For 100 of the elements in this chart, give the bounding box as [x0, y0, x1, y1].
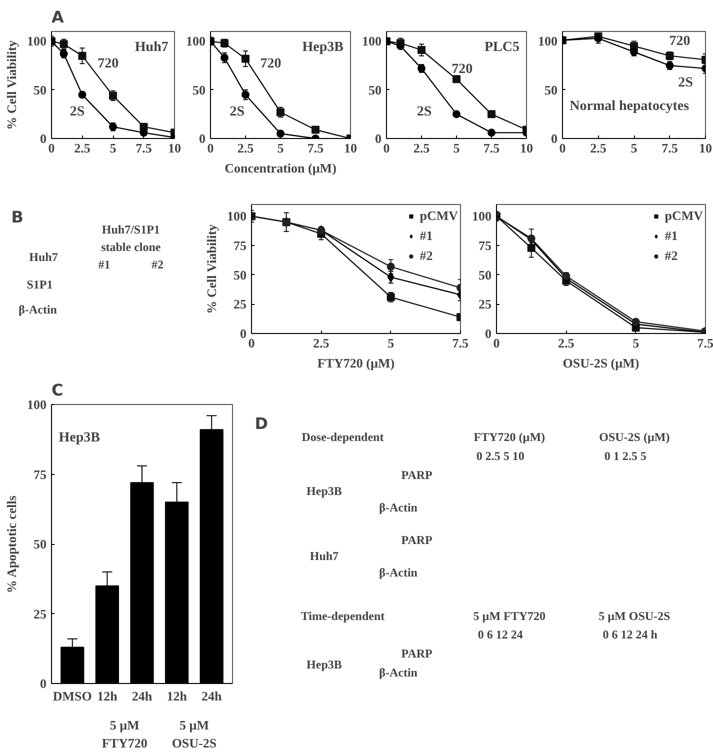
- x-tick-label: 2.5: [590, 140, 607, 156]
- text: β-Actin: [18, 302, 58, 317]
- x-tick-label: 24h: [132, 688, 153, 704]
- x-tick-label: 7.5: [452, 336, 469, 350]
- point: [527, 244, 536, 252]
- text: #1: [98, 258, 110, 272]
- y-tick-label: 100: [472, 208, 492, 224]
- y-tick-label: 0: [485, 326, 492, 341]
- annotation: PLC5: [484, 40, 520, 56]
- x-tick-label: 10: [344, 140, 357, 156]
- text: Huh7: [29, 250, 58, 264]
- y-tick-label: 100: [27, 397, 46, 412]
- annotation: 720: [452, 62, 473, 77]
- text: 5 µM: [179, 718, 209, 732]
- x-tick-label: 12h: [166, 688, 188, 704]
- text: Hep3B: [306, 658, 342, 672]
- y-tick-label: 100: [27, 34, 46, 49]
- point: [452, 110, 460, 118]
- x-tick-label: 7.5: [697, 336, 713, 350]
- text: Huh7/S1P1: [102, 222, 160, 237]
- text: FTY720 (µM): [474, 430, 546, 444]
- x-tick-label: 10: [168, 140, 181, 156]
- y-tick-label: 50: [192, 82, 206, 98]
- point: [60, 40, 68, 48]
- y-tick-label: 100: [227, 208, 246, 224]
- point: [630, 48, 638, 56]
- text: S1P1: [26, 278, 53, 292]
- y-tick-label: 25: [478, 296, 492, 312]
- annotation: Huh7: [134, 40, 168, 56]
- y-tick-label: 75: [234, 238, 247, 254]
- x-tick-label: 2.5: [74, 140, 91, 156]
- y-tick-label: 0: [240, 326, 246, 341]
- y-tick-label: 25: [34, 606, 47, 622]
- legend-label: pCMV: [420, 208, 458, 224]
- y-tick-label: 50: [544, 82, 558, 98]
- x-tick-label: 7.5: [662, 140, 678, 156]
- text: D: [254, 414, 268, 433]
- annotation: 720: [669, 34, 690, 50]
- text: β-Actin: [379, 666, 418, 680]
- y-tick-label: 50: [368, 82, 382, 98]
- y-tick-label: 0: [40, 131, 46, 146]
- point: [632, 318, 640, 326]
- y-tick-label: 75: [478, 238, 492, 254]
- text: stable clone: [101, 240, 162, 254]
- x-tick-label: 5: [453, 140, 460, 156]
- point: [527, 234, 536, 242]
- x-tick-label: 12h: [97, 688, 118, 704]
- point: [488, 128, 496, 137]
- y-tick-label: 25: [234, 296, 247, 312]
- text: #2: [152, 258, 164, 272]
- text: Hep3B: [306, 484, 342, 498]
- point: [488, 110, 496, 118]
- x-tick-label: 2.5: [413, 140, 430, 156]
- legend-label: #1: [664, 228, 679, 244]
- text: 0 2.5 5 10: [476, 448, 524, 463]
- text: FTY720: [102, 736, 148, 750]
- y-axis-title: % Cell Viability: [4, 40, 19, 130]
- annotation: 2S: [678, 75, 694, 90]
- x-axis-title: FTY720 (µM): [317, 356, 395, 370]
- legend-label: #2: [420, 248, 434, 264]
- text: 0 1 2.5 5: [604, 448, 646, 463]
- text: β-Actin: [379, 500, 418, 514]
- x-tick-label: 10: [699, 140, 712, 156]
- legend-label: #2: [664, 248, 679, 264]
- point: [396, 42, 404, 50]
- x-tick-label: 5: [110, 140, 117, 156]
- text: 0 6 12 24: [478, 628, 523, 642]
- y-tick-label: 100: [538, 34, 558, 49]
- x-tick-label: 7.5: [307, 140, 324, 156]
- chart-title: A: [52, 8, 64, 26]
- legend-label: #1: [420, 228, 434, 244]
- text: 5 µM OSU-2S: [598, 608, 671, 623]
- y-tick-label: 0: [199, 131, 206, 146]
- text: PARP: [401, 532, 432, 547]
- point: [78, 52, 86, 60]
- point: [242, 54, 250, 63]
- y-tick-label: 0: [551, 131, 558, 146]
- x-tick-label: 10: [520, 140, 533, 156]
- text: Dose-dependent: [302, 430, 384, 444]
- x-tick-label: 5: [388, 336, 395, 350]
- annotation: Hep3B: [302, 40, 344, 56]
- x-tick-label: 7.5: [136, 140, 152, 156]
- y-tick-label: 50: [234, 267, 246, 282]
- y-tick-label: 0: [375, 131, 382, 146]
- text: OSU-2S (µM): [599, 430, 670, 444]
- y-tick-label: 100: [186, 34, 206, 49]
- point: [418, 46, 426, 54]
- text: 5 µM: [110, 718, 140, 732]
- chart-title: C: [52, 380, 64, 400]
- text: OSU-2S: [172, 736, 217, 750]
- annotation: 2S: [416, 104, 432, 120]
- y-tick-label: 50: [34, 536, 46, 552]
- x-tick-label: 2.5: [237, 140, 254, 156]
- text: β-Actin: [379, 565, 418, 580]
- text: PARP: [401, 468, 432, 482]
- point: [452, 75, 460, 84]
- annotation: Hep3B: [58, 430, 100, 446]
- y-tick-label: 0: [40, 676, 46, 691]
- text: PARP: [401, 646, 432, 661]
- y-tick-label: 75: [34, 466, 47, 482]
